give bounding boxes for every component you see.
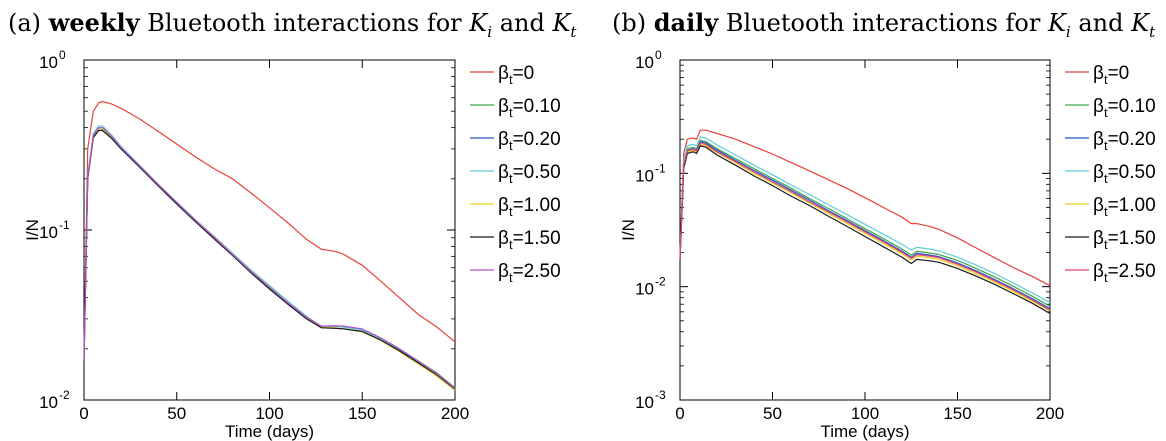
chart-b-axes-box: [679, 59, 1051, 401]
chart-b-series-line: [679, 140, 1051, 310]
chart-a-legend-label: βt=0.20: [498, 129, 561, 153]
chart-b-series-line: [679, 142, 1051, 311]
chart-b-ytick-exp: 0: [655, 48, 662, 62]
panel-b-label: (b): [612, 9, 647, 37]
chart-b-ylabel: I/N: [619, 219, 638, 241]
chart-a-series-line: [83, 129, 456, 390]
chart-a-legend-label: βt=0.50: [498, 162, 561, 186]
chart-a-legend-label: βt=0: [498, 63, 534, 87]
chart-a-legend-label: βt=1.00: [498, 195, 561, 219]
chart-b-series-line: [679, 136, 1051, 304]
chart-a-ytick-exp: -1: [59, 218, 70, 232]
chart-a-ytick-label: 10: [39, 393, 58, 412]
chart-b-ytick-label: 10: [635, 166, 654, 185]
chart-a-xtick-label: 100: [255, 404, 283, 423]
chart-b-legend-label: βt=1.00: [1093, 195, 1156, 219]
chart-a-legend-label: βt=0.10: [498, 96, 561, 120]
chart-b-xtick-label: 150: [943, 404, 971, 423]
chart-b-ytick-label: 10: [635, 393, 654, 412]
chart-b-legend-label: βt=2.50: [1093, 261, 1156, 285]
chart-a-ytick-label: 10: [39, 53, 58, 72]
panel-b-k-t: Kt: [1131, 9, 1156, 41]
panel-a-label: (a): [8, 9, 42, 37]
panel-a-title-text: Bluetooth interactions for: [147, 9, 462, 37]
chart-b-legend-label: βt=1.50: [1093, 228, 1156, 252]
chart-b-legend-label: βt=0.10: [1093, 96, 1156, 120]
chart-a-xtick-label: 150: [348, 404, 376, 423]
chart-b-legend-label: βt=0.20: [1093, 129, 1156, 153]
chart-a-xtick-label: 200: [441, 404, 469, 423]
chart-a-legend-label: βt=1.50: [498, 228, 561, 252]
chart-a-series-line: [83, 127, 456, 389]
panel-b-title-text: Bluetooth interactions for: [725, 9, 1041, 37]
chart-a-xtick-label: 0: [79, 404, 88, 423]
chart-b-ytick-label: 10: [635, 53, 654, 72]
chart-b-xlabel: Time (days): [820, 422, 909, 441]
chart-b-series-line: [679, 143, 1051, 312]
chart-a-series-line: [83, 128, 456, 389]
chart-a-xtick-label: 50: [167, 404, 186, 423]
chart-a-ylabel: I/N: [23, 219, 42, 241]
panel-b-k-i: Ki: [1047, 9, 1071, 41]
chart-b-legend-label: βt=0: [1093, 63, 1129, 87]
panel-b-title-bold: daily: [653, 8, 719, 37]
chart-a-ytick-exp: 0: [59, 48, 66, 62]
chart-a-ytick-label: 10: [39, 223, 58, 242]
chart-b-xtick-label: 200: [1036, 404, 1064, 423]
panel-a-k-i: Ki: [469, 9, 493, 41]
chart-a-series-line: [83, 100, 456, 357]
chart-b-xtick-label: 50: [763, 404, 782, 423]
chart-a-xlabel: Time (days): [225, 422, 314, 441]
panel-a-title-and: and: [499, 9, 545, 37]
chart-b-series-line: [679, 145, 1051, 315]
chart-a-ytick-exp: -2: [59, 388, 70, 402]
chart-a-legend-label: βt=2.50: [498, 261, 561, 285]
chart-b-ytick-exp: -2: [655, 275, 666, 289]
panel-b-title: (b) daily Bluetooth interactions for Ki …: [612, 8, 1155, 41]
chart-b-xtick-label: 100: [851, 404, 879, 423]
chart-b-legend-label: βt=0.50: [1093, 162, 1156, 186]
panel-a-title-bold: weekly: [48, 8, 140, 37]
panel-a-k-t: Kt: [552, 9, 577, 41]
chart-a-series-line: [83, 125, 456, 390]
panel-b-title-and: and: [1078, 9, 1124, 37]
chart-b-ytick-exp: -3: [655, 388, 666, 402]
chart-b-ytick-label: 10: [635, 280, 654, 299]
chart-b-xtick-label: 0: [675, 404, 684, 423]
chart-b-ytick-exp: -1: [655, 161, 666, 175]
chart-b-series-line: [679, 129, 1051, 287]
panel-a-title: (a) weekly Bluetooth interactions for Ki…: [8, 8, 576, 41]
